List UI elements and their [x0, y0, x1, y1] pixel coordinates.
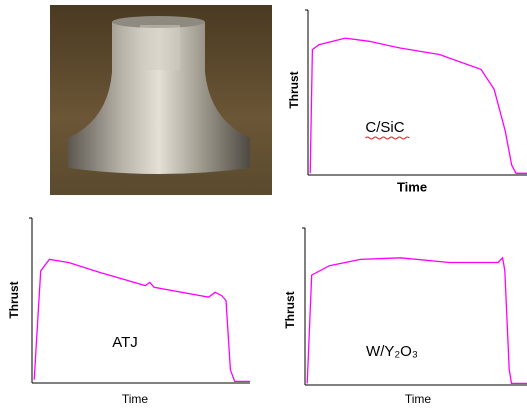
- annotation: W/Y₂O₃: [366, 343, 418, 360]
- y-axis-label: Thrust: [287, 71, 301, 108]
- annotation: C/SiC: [365, 119, 404, 136]
- annotation: ATJ: [112, 334, 138, 351]
- y-axis-label: Thrust: [283, 291, 297, 328]
- spell-underline: [365, 136, 410, 140]
- x-axis-label: Time: [397, 179, 427, 194]
- x-axis-label: Time: [122, 392, 149, 406]
- thrust-line: [306, 256, 527, 385]
- photo: [50, 5, 272, 195]
- x-axis-label: Time: [405, 392, 432, 406]
- thrust-line: [309, 37, 527, 174]
- thrust-line: [33, 258, 250, 383]
- y-axis-label: Thrust: [7, 281, 21, 318]
